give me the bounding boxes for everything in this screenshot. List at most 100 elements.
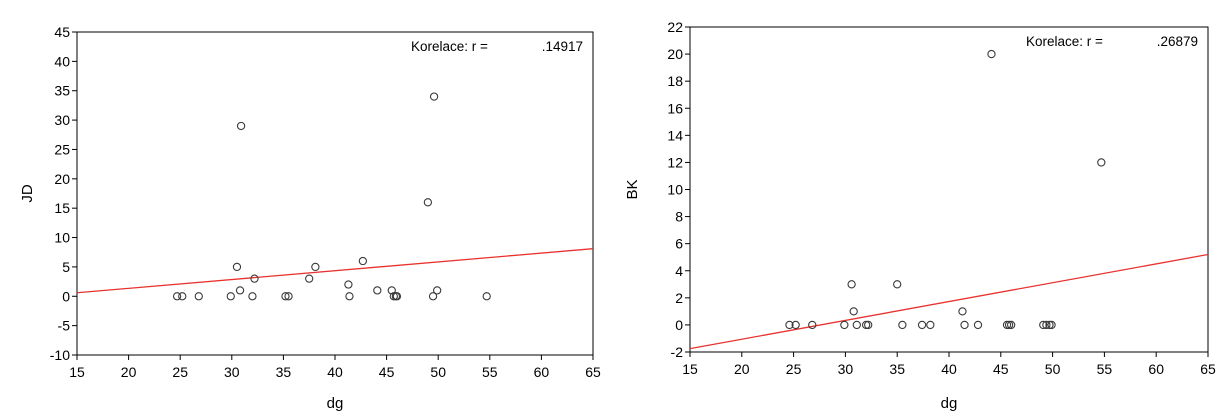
data-point — [429, 92, 439, 101]
y-tick-label: 35 — [54, 83, 70, 99]
data-point — [849, 307, 858, 316]
y-axis-title: BK — [624, 179, 641, 199]
y-tick-label: 20 — [667, 46, 683, 62]
y-tick-label: 2 — [675, 290, 683, 306]
data-point — [973, 320, 983, 330]
data-point — [840, 320, 849, 330]
data-point — [791, 320, 800, 330]
x-tick-label: 60 — [534, 364, 550, 380]
correlation-label: Korelace: r = — [1026, 34, 1103, 49]
regression-line — [77, 248, 593, 294]
plot-area — [690, 49, 1208, 350]
x-tick-label: 25 — [786, 361, 802, 377]
data-point — [236, 121, 246, 131]
data-point — [358, 256, 368, 266]
data-point — [1004, 320, 1014, 330]
x-tick-label: 65 — [585, 364, 601, 380]
x-tick-label: 35 — [276, 364, 292, 380]
data-point — [864, 320, 873, 330]
data-point — [482, 292, 491, 301]
data-point — [1042, 320, 1051, 330]
x-tick-label: 65 — [1200, 361, 1216, 377]
panel-background — [5, 0, 599, 416]
data-point — [1047, 320, 1056, 330]
data-point — [1097, 158, 1106, 167]
data-point — [987, 49, 996, 59]
data-point — [808, 320, 817, 330]
y-tick-label: 0 — [675, 317, 683, 333]
data-point — [344, 280, 353, 289]
data-point — [926, 320, 935, 330]
y-tick-label: 16 — [667, 100, 683, 116]
x-tick-label: 45 — [993, 361, 1009, 377]
x-tick-label: 15 — [69, 364, 85, 380]
data-point — [893, 280, 902, 289]
data-point — [917, 320, 927, 330]
x-tick-label: 20 — [734, 361, 750, 377]
data-point — [226, 292, 235, 301]
correlation-value: .26879 — [1157, 34, 1198, 49]
data-point — [345, 292, 354, 301]
chart-panel-1: -10 -5 0 5 10 15 20 25 30 35 40 45 15 20 25 30 35 40 45 50 5… — [5, 0, 601, 416]
x-tick-label: 60 — [1148, 361, 1164, 377]
data-point — [1002, 320, 1012, 330]
data-point — [1045, 320, 1054, 330]
data-point — [433, 286, 442, 295]
x-tick-label: 55 — [1097, 361, 1113, 377]
data-point — [847, 280, 856, 289]
y-tick-label: 45 — [54, 24, 70, 40]
x-tick-label: 30 — [224, 364, 240, 380]
data-point — [852, 320, 861, 330]
y-tick-label: 25 — [54, 141, 70, 157]
data-point — [284, 292, 293, 301]
data-point — [960, 320, 969, 330]
y-tick-label: 10 — [667, 182, 683, 198]
x-tick-label: 40 — [327, 364, 343, 380]
data-point — [305, 274, 314, 283]
data-point — [423, 198, 433, 207]
x-tick-label: 25 — [172, 364, 188, 380]
data-point — [387, 286, 396, 295]
x-axis-title: dg — [941, 395, 958, 412]
data-point — [248, 292, 257, 301]
y-tick-label: 0 — [62, 288, 70, 304]
y-tick-label: 4 — [675, 263, 683, 279]
regression-line — [690, 253, 1208, 350]
data-point — [178, 292, 187, 301]
x-axis-title: dg — [327, 395, 344, 412]
y-tick-label: 18 — [667, 73, 683, 89]
y-tick-label: 40 — [54, 53, 70, 69]
data-point — [958, 307, 967, 316]
data-point — [861, 320, 871, 330]
data-point — [311, 262, 320, 272]
x-tick-label: 35 — [889, 361, 905, 377]
correlation-value: .14917 — [542, 39, 583, 54]
y-tick-label: 12 — [667, 154, 683, 170]
data-point — [373, 286, 382, 295]
data-point — [281, 292, 290, 301]
data-point — [194, 292, 203, 301]
data-point — [1039, 320, 1048, 330]
y-tick-label: 8 — [675, 209, 683, 225]
data-point — [250, 274, 259, 283]
y-tick-label: -10 — [50, 347, 70, 363]
y-tick-label: 6 — [675, 236, 683, 252]
y-tick-label: 5 — [62, 259, 70, 275]
y-tick-label: -2 — [671, 344, 684, 360]
y-tick-label: 30 — [54, 112, 70, 128]
x-tick-label: 50 — [1045, 361, 1061, 377]
y-tick-label: 10 — [54, 230, 70, 246]
x-tick-label: 30 — [838, 361, 854, 377]
chart-panel-2: -2 0 2 4 6 8 10 12 14 16 18 20 22 15 20 25 30 35 40 45 50 55 6… — [609, 0, 1216, 416]
data-point — [235, 286, 245, 295]
x-tick-label: 55 — [482, 364, 498, 380]
x-tick-label: 15 — [682, 361, 698, 377]
y-tick-label: -5 — [58, 318, 71, 334]
plot-area — [77, 92, 593, 301]
data-point — [1007, 320, 1016, 330]
correlation-label: Korelace: r = — [411, 39, 488, 54]
x-tick-label: 45 — [379, 364, 395, 380]
y-axis-title: JD — [19, 184, 36, 203]
data-point — [392, 292, 402, 301]
